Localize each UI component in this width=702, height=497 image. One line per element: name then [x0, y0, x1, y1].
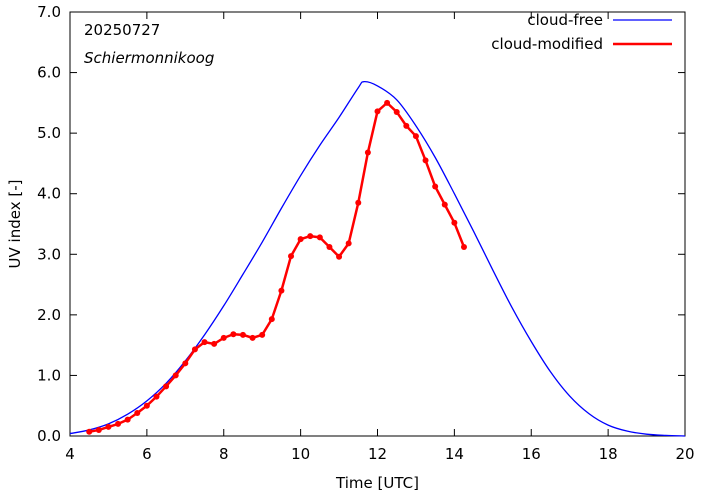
x-tick-label: 18: [599, 445, 618, 463]
data-point-cloud-modified: [105, 423, 112, 430]
x-tick-label: 4: [65, 445, 75, 463]
data-point-cloud-modified: [249, 334, 256, 341]
data-point-cloud-modified: [451, 219, 458, 226]
data-point-cloud-modified: [288, 253, 295, 260]
y-tick-label: 5.0: [37, 124, 61, 142]
data-point-cloud-modified: [86, 428, 93, 435]
data-point-cloud-modified: [403, 122, 410, 129]
x-tick-label: 12: [368, 445, 387, 463]
series-layer: [69, 80, 686, 437]
legend-label-cloud-modified: cloud-modified: [491, 35, 603, 53]
data-point-cloud-modified: [278, 287, 285, 294]
data-point-cloud-modified: [191, 346, 198, 353]
date-label: 20250727: [84, 21, 160, 39]
y-tick-label: 0.0: [37, 427, 61, 445]
data-point-cloud-modified: [364, 149, 371, 156]
data-point-cloud-modified: [220, 334, 227, 341]
data-point-cloud-modified: [134, 409, 141, 416]
data-point-cloud-modified: [211, 340, 218, 347]
y-tick-label: 2.0: [37, 306, 61, 324]
data-point-cloud-modified: [326, 244, 333, 251]
data-point-cloud-modified: [393, 108, 400, 115]
data-point-cloud-modified: [412, 133, 419, 140]
data-point-cloud-modified: [124, 416, 131, 423]
y-tick-label: 4.0: [37, 185, 61, 203]
legend-label-cloud-free: cloud-free: [527, 11, 603, 29]
y-tick-label: 3.0: [37, 245, 61, 263]
x-tick-labels: 4 6 8 10 12 14 16 18 20: [65, 445, 694, 463]
data-point-cloud-modified: [172, 372, 179, 379]
data-point-cloud-modified: [201, 339, 208, 346]
y-tick-label: 1.0: [37, 366, 61, 384]
data-point-cloud-modified: [95, 426, 102, 433]
data-point-cloud-modified: [384, 99, 391, 106]
y-tick-label: 7.0: [37, 3, 61, 21]
data-point-cloud-modified: [115, 420, 122, 427]
y-tick-label: 6.0: [37, 64, 61, 82]
data-point-cloud-modified: [374, 108, 381, 115]
x-tick-label: 20: [675, 445, 694, 463]
location-label: Schiermonnikoog: [84, 49, 214, 67]
plot-area: [69, 11, 686, 437]
data-point-cloud-modified: [268, 316, 275, 323]
data-point-cloud-modified: [297, 236, 304, 243]
data-point-cloud-modified: [432, 183, 439, 190]
data-point-cloud-modified: [239, 331, 246, 338]
legend: cloud-free cloud-modified: [491, 11, 672, 53]
data-point-cloud-modified: [307, 233, 314, 240]
data-point-cloud-modified: [345, 240, 352, 247]
data-point-cloud-modified: [230, 331, 237, 338]
data-point-cloud-modified: [441, 201, 448, 208]
data-point-cloud-modified: [355, 199, 362, 206]
data-point-cloud-modified: [143, 402, 150, 409]
x-axis-title: Time [UTC]: [335, 474, 419, 492]
x-tick-label: 8: [219, 445, 229, 463]
x-tick-label: 16: [522, 445, 541, 463]
data-point-cloud-modified: [182, 360, 189, 367]
y-axis-title: UV index [-]: [6, 180, 24, 269]
data-point-cloud-modified: [460, 244, 467, 251]
data-point-cloud-modified: [422, 157, 429, 164]
x-tick-label: 10: [291, 445, 310, 463]
x-tick-label: 6: [142, 445, 152, 463]
data-point-cloud-modified: [153, 393, 160, 400]
axis-ticks: [69, 11, 686, 437]
y-tick-labels: 0.0 1.0 2.0 3.0 4.0 5.0 6.0 7.0: [37, 3, 61, 445]
data-point-cloud-modified: [259, 331, 266, 338]
data-point-cloud-modified: [336, 253, 343, 260]
x-tick-label: 14: [445, 445, 464, 463]
data-point-cloud-modified: [163, 383, 170, 390]
data-point-cloud-modified: [316, 234, 323, 241]
series-line-cloud-modified: [88, 101, 466, 433]
